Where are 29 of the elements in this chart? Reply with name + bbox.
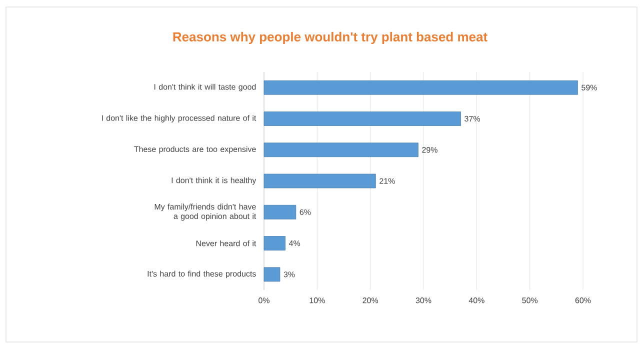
data-label: 3%: [284, 272, 295, 278]
y-tick-label: My family/friends didn't have a good opinion about it: [154, 204, 256, 221]
bar: [264, 236, 286, 250]
y-tick-label: I don't like the highly processed nature of it: [102, 114, 256, 122]
bar: [264, 112, 461, 126]
bar: [264, 174, 376, 188]
x-tick-label: 10%: [310, 298, 325, 304]
x-tick-label: 60%: [575, 298, 591, 304]
y-tick-label: These products are too expensive: [134, 146, 256, 154]
data-label: 6%: [300, 209, 311, 215]
data-label: 29%: [422, 147, 438, 153]
x-tick-label: 50%: [522, 298, 538, 304]
data-label: 59%: [582, 84, 597, 90]
x-tick-label: 0%: [258, 298, 270, 304]
y-tick-label: I don't think it is healthy: [172, 177, 256, 185]
data-label: 37%: [464, 116, 480, 122]
chart-title: Reasons why people wouldn't try plant based meat: [173, 32, 488, 44]
bar: [264, 80, 578, 95]
data-label: 4%: [288, 240, 300, 246]
data-label: 21%: [380, 178, 395, 184]
x-tick-label: 40%: [468, 298, 484, 304]
y-tick-label: Never heard of it: [196, 240, 256, 246]
x-tick-label: 30%: [416, 298, 432, 304]
y-tick-label: It's hard to find these products: [148, 270, 256, 278]
bar: [264, 267, 280, 282]
x-tick-label: 20%: [362, 298, 378, 304]
bar: [264, 142, 418, 158]
bar: [264, 204, 296, 220]
y-tick-label: I don't think it will taste good: [154, 84, 256, 92]
